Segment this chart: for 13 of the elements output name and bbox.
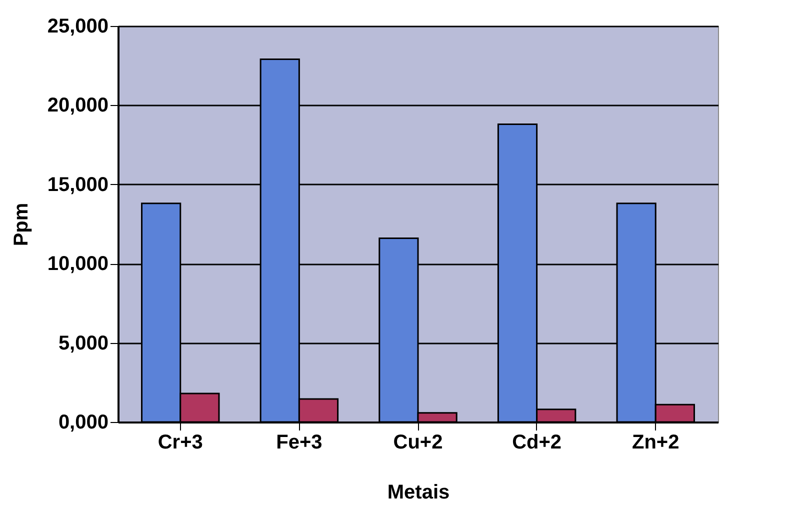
x-tick-label: Cr+3 <box>158 432 203 454</box>
y-tick-label: 15,000 <box>47 174 108 196</box>
y-tick-label: 20,000 <box>47 94 108 117</box>
y-tick-label: 0,000 <box>58 412 108 434</box>
x-tick-label: Fe+3 <box>276 432 322 454</box>
y-tick-label: 5,000 <box>58 332 108 354</box>
y-axis-title: Ppm <box>10 202 32 246</box>
y-tick-label: 25,000 <box>47 16 108 38</box>
y-tick-label: 10,000 <box>47 253 108 276</box>
x-tick-label: Cu+2 <box>393 432 443 454</box>
x-axis-title: Metais <box>387 482 450 504</box>
x-tick-label: Zn+2 <box>632 432 680 454</box>
x-tick-label: Cd+2 <box>512 432 562 454</box>
